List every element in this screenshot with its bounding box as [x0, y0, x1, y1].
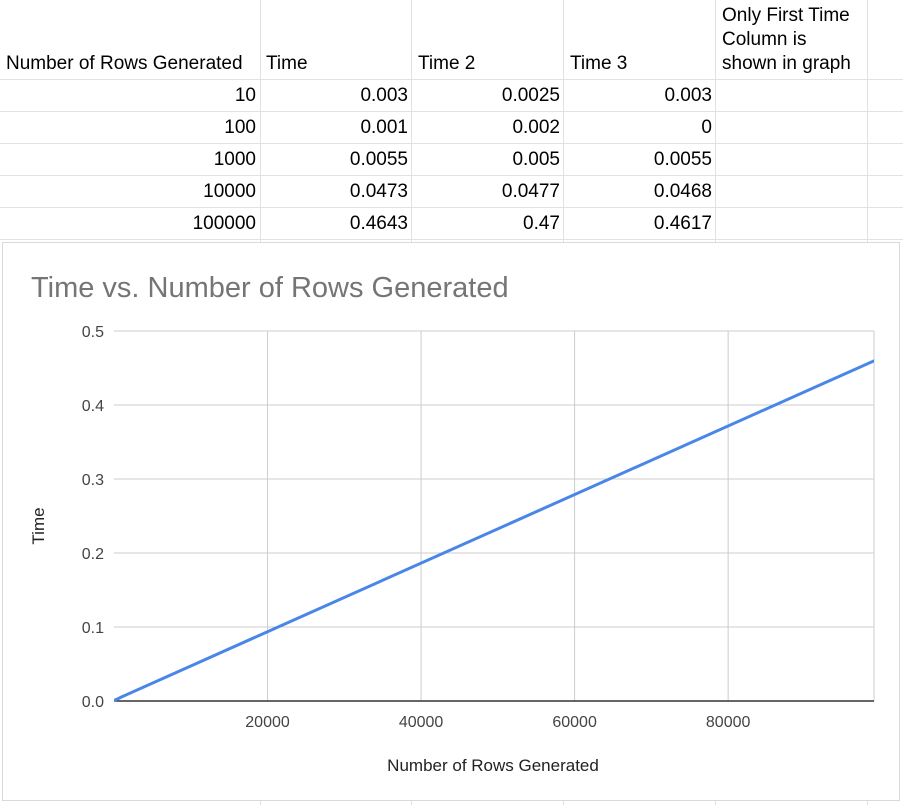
- y-tick-label: 0.0: [82, 694, 104, 711]
- table-cell[interactable]: 0.0025: [501, 85, 560, 106]
- x-tick-label: 60000: [552, 714, 597, 731]
- table-cell[interactable]: 0: [701, 117, 712, 138]
- x-tick-label: 80000: [706, 714, 751, 731]
- x-axis-title: Number of Rows Generated: [387, 756, 599, 775]
- series-line: [114, 359, 874, 702]
- table-cell[interactable]: 0.47: [523, 213, 560, 234]
- row-divider: [0, 111, 903, 112]
- embedded-chart[interactable]: Time vs. Number of Rows Generated 0.0 0.1 0…: [2, 242, 900, 801]
- x-tick-label: 40000: [399, 714, 444, 731]
- note-cell-line-2: Column is: [722, 29, 807, 50]
- y-tick-label: 0.4: [82, 398, 104, 415]
- table-cell[interactable]: 0.0477: [501, 181, 560, 202]
- table-cell[interactable]: 10000: [203, 181, 256, 202]
- table-cell[interactable]: 0.003: [664, 85, 712, 106]
- row-divider: [0, 143, 903, 144]
- note-cell-line-1[interactable]: Only First Time: [722, 5, 850, 26]
- row-divider: [0, 79, 903, 80]
- header-cell-time[interactable]: Time: [266, 53, 308, 74]
- table-cell[interactable]: 0.003: [360, 85, 408, 106]
- table-cell[interactable]: 0.005: [512, 149, 560, 170]
- y-tick-label: 0.5: [82, 324, 104, 341]
- y-tick-label: 0.2: [82, 546, 104, 563]
- table-cell[interactable]: 0.0468: [653, 181, 712, 202]
- x-tick-label: 20000: [245, 714, 290, 731]
- table-cell[interactable]: 0.0055: [349, 149, 408, 170]
- table-cell[interactable]: 1000: [213, 149, 256, 170]
- table-cell[interactable]: 0.002: [512, 117, 560, 138]
- header-cell-rows[interactable]: Number of Rows Generated: [6, 53, 243, 74]
- row-divider: [0, 239, 903, 240]
- table-cell[interactable]: 0.4643: [349, 213, 408, 234]
- line-chart: Time vs. Number of Rows Generated 0.0 0.1 0…: [29, 272, 875, 775]
- header-cell-time-3[interactable]: Time 3: [570, 53, 628, 74]
- table-cell[interactable]: 100: [224, 117, 256, 138]
- table-cell[interactable]: 0.001: [360, 117, 408, 138]
- y-axis-title: Time: [29, 507, 48, 544]
- header-cell-time-2[interactable]: Time 2: [418, 53, 476, 74]
- table-cell[interactable]: 10: [234, 85, 256, 106]
- row-divider: [0, 207, 903, 208]
- table-cell[interactable]: 100000: [192, 213, 256, 234]
- table-cell[interactable]: 0.0055: [653, 149, 712, 170]
- y-tick-label: 0.1: [82, 620, 104, 637]
- chart-title: Time vs. Number of Rows Generated: [31, 272, 509, 304]
- table-cell[interactable]: 0.0473: [349, 181, 408, 202]
- table-cell[interactable]: 0.4617: [653, 213, 712, 234]
- row-divider: [0, 175, 903, 176]
- note-cell-line-3: shown in graph: [722, 53, 851, 74]
- y-tick-label: 0.3: [82, 472, 104, 489]
